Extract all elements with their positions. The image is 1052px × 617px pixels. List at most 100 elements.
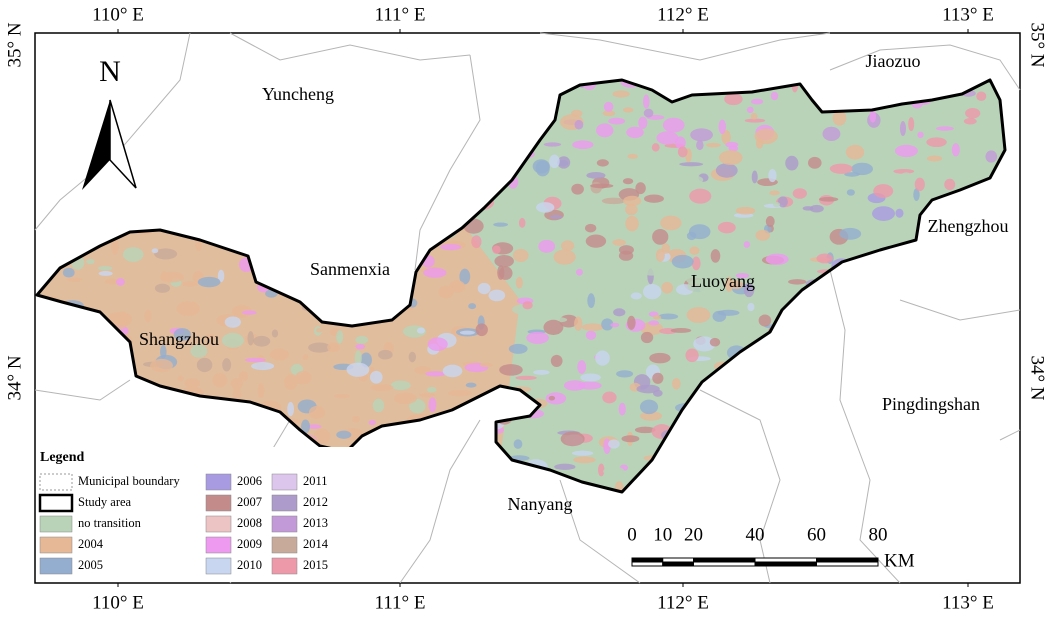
land-patch [951,143,960,157]
land-patch [492,245,501,254]
lat-label-left: 35° N [4,22,25,67]
lon-label-top: 111° E [374,4,425,25]
legend-label: Municipal boundary [78,474,180,488]
land-patch [718,119,727,135]
scale-segment [816,557,879,563]
land-patch [917,131,924,139]
land-patch [427,337,448,351]
land-patch [515,375,537,380]
land-patch [809,204,824,213]
land-patch [846,189,855,196]
land-patch [820,172,828,185]
land-patch [181,281,198,287]
land-patch [440,243,462,251]
scale-label: 80 [869,524,888,545]
land-patch [725,141,739,148]
land-patch [913,188,920,202]
land-patch [369,370,383,384]
land-patch [689,246,700,255]
land-patch [758,314,772,327]
land-patch [608,439,620,449]
land-patch [573,456,596,464]
land-patch [658,313,679,320]
land-patch [574,316,583,331]
municipal-boundary [399,419,481,584]
land-patch [151,248,159,254]
land-patch [900,172,912,180]
land-patch [715,163,738,178]
land-patch [603,466,625,477]
land-patch [222,358,232,372]
land-patch [601,383,616,390]
lon-label-top: 113° E [942,4,994,25]
land-patch [635,182,646,195]
legend-swatch [39,536,73,554]
land-patch [829,163,853,174]
land-patch [217,269,225,283]
land-patch [926,137,947,148]
scale-label: 0 [627,524,637,545]
land-patch [625,215,639,232]
land-patch [777,196,788,208]
land-patch [416,327,426,334]
land-patch [832,110,847,126]
lon-label-bottom: 111° E [374,592,425,613]
land-patch [770,91,779,101]
land-patch [648,320,660,326]
land-patch [747,302,755,312]
land-patch [154,248,178,260]
land-patch [308,342,331,353]
legend-swatch [271,557,298,575]
land-patch [372,398,385,413]
scale-segment [631,557,664,563]
land-patch [419,392,436,398]
place-label: Luoyang [691,271,755,291]
land-patch [442,364,463,378]
land-patch [908,117,915,132]
land-patch [744,118,766,123]
land-patch [572,450,594,456]
land-patch [253,335,271,347]
legend-title: Legend [40,450,85,465]
place-label: Nanyang [508,494,573,514]
land-patch [769,190,780,196]
land-patch [390,380,411,391]
land-patch [423,267,447,278]
land-patch [686,307,711,323]
municipal-boundary [829,269,901,584]
land-patch [626,126,644,139]
land-patch [336,330,344,344]
land-patch [538,239,556,253]
land-patch [62,267,75,278]
municipal-boundary [539,32,831,61]
land-patch [327,342,340,353]
land-patch [679,162,704,167]
land-patch [394,392,417,405]
legend-swatch [39,557,73,575]
land-patch [177,375,184,382]
lat-label-right: 35° N [1027,22,1048,67]
land-patch [640,331,654,344]
land-patch [807,156,822,169]
land-patch [893,168,915,174]
land-patch [610,322,620,328]
legend-swatch [271,536,298,554]
lon-label-top: 110° E [92,4,144,25]
scale-segment [631,561,664,567]
scale-segment [754,557,817,563]
land-patch [709,337,721,347]
land-patch [563,380,586,391]
legend-swatch [271,494,298,512]
land-patch [689,188,712,204]
land-patch [894,144,918,158]
land-patch [471,235,482,249]
land-patch [287,401,295,417]
land-patch [685,348,699,363]
land-patch [613,308,626,317]
land-patch [985,150,998,163]
land-patch [425,371,446,377]
land-patch [488,289,506,302]
land-patch [557,156,571,169]
land-patch [710,191,723,201]
